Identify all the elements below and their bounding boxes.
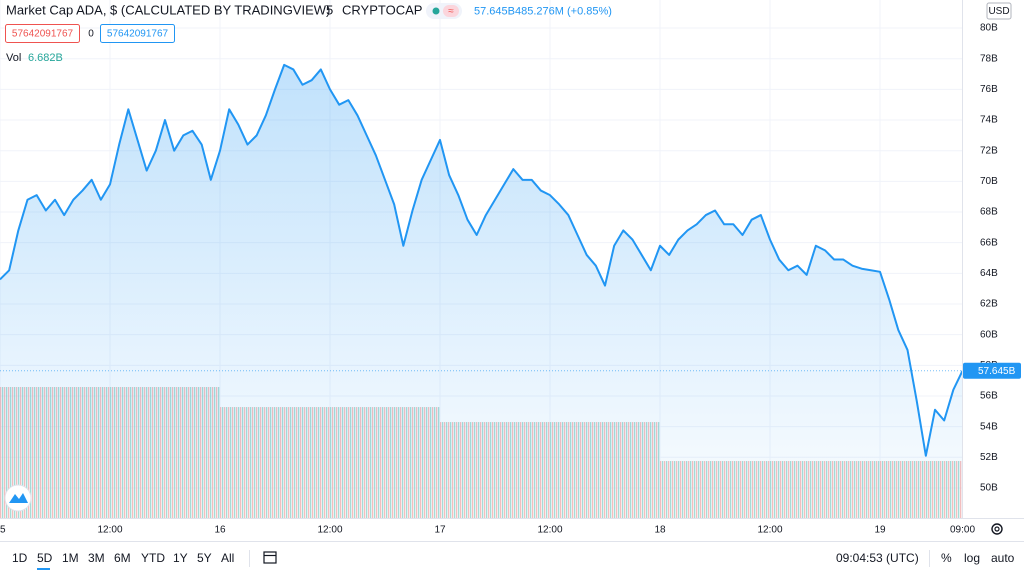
field-box: [5, 24, 80, 43]
delay-icon: ≈: [448, 6, 454, 17]
plot-area: [0, 0, 964, 518]
last-price: 57.645B: [474, 5, 515, 17]
range-button[interactable]: 1D: [12, 551, 28, 565]
interval: 5: [326, 2, 333, 17]
exchange: CRYPTOCAP: [342, 2, 422, 17]
log-toggle[interactable]: log: [964, 551, 980, 565]
x-tick-label: 16: [214, 525, 226, 536]
x-tick-label: 12:00: [97, 525, 122, 536]
y-tick-label: 72B: [980, 145, 998, 156]
range-button[interactable]: 5Y: [197, 551, 212, 565]
y-tick-label: 50B: [980, 483, 998, 494]
y-tick-label: 74B: [980, 115, 998, 126]
range-button[interactable]: 1M: [62, 551, 79, 565]
y-tick-label: 62B: [980, 299, 998, 310]
y-tick-label: 66B: [980, 237, 998, 248]
y-tick-label: 54B: [980, 421, 998, 432]
auto-toggle[interactable]: auto: [991, 551, 1015, 565]
x-tick-label: 12:00: [317, 525, 342, 536]
price-change: 485.276M (+0.85%): [515, 5, 612, 17]
delay-badge[interactable]: [443, 5, 459, 17]
x-tick-label: 18: [654, 525, 666, 536]
field-value: 0: [88, 29, 94, 40]
range-button[interactable]: 1Y: [173, 551, 188, 565]
range-button[interactable]: YTD: [141, 551, 165, 565]
volume-label: Vol: [6, 52, 21, 64]
range-button[interactable]: 5D: [37, 551, 53, 565]
y-tick-label: 64B: [980, 268, 998, 279]
settings-icon[interactable]: [991, 523, 1003, 535]
y-tick-label: 52B: [980, 452, 998, 463]
field-value: 57642091767: [12, 29, 74, 40]
logo-mark: [9, 493, 28, 503]
y-tick-label: 80B: [980, 23, 998, 34]
y-tick-label: 68B: [980, 207, 998, 218]
volume-value: 6.682B: [28, 52, 63, 64]
range-button[interactable]: 3M: [88, 551, 105, 565]
clock: 09:04:53 (UTC): [836, 551, 919, 565]
y-tick-label: 78B: [980, 53, 998, 64]
symbol-title: Market Cap ADA, $ (CALCULATED BY TRADING…: [6, 2, 330, 17]
area-fill: [0, 64, 963, 518]
range-button[interactable]: All: [221, 551, 234, 565]
field-value: 57642091767: [107, 29, 169, 40]
status-dot: [432, 7, 440, 15]
y-tick-label: 60B: [980, 329, 998, 340]
toolbar: 1D 5D 1M 3M 6M YTD 1Y 5Y All 09:04:53 (U…: [12, 550, 1015, 570]
x-tick-label: 12:00: [537, 525, 562, 536]
date-range-icon[interactable]: [263, 551, 277, 564]
x-tick-label: 15: [0, 525, 6, 536]
x-tick-label: 12:00: [757, 525, 782, 536]
y-tick-label: 76B: [980, 84, 998, 95]
range-button[interactable]: 6M: [114, 551, 131, 565]
currency-box[interactable]: [986, 2, 1012, 20]
currency[interactable]: USD: [988, 6, 1009, 17]
y-tick-label: 70B: [980, 176, 998, 187]
last-price-tag-label: 57.645B: [978, 366, 1016, 377]
percent-toggle[interactable]: %: [941, 551, 952, 565]
field-box: [100, 24, 175, 43]
price-line: [0, 63, 964, 457]
y-tick-label: 56B: [980, 391, 998, 402]
x-tick-label: 17: [434, 525, 446, 536]
x-tick-label: 09:00: [950, 525, 975, 536]
x-tick-label: 19: [874, 525, 886, 536]
last-price-tag: [963, 362, 1021, 379]
